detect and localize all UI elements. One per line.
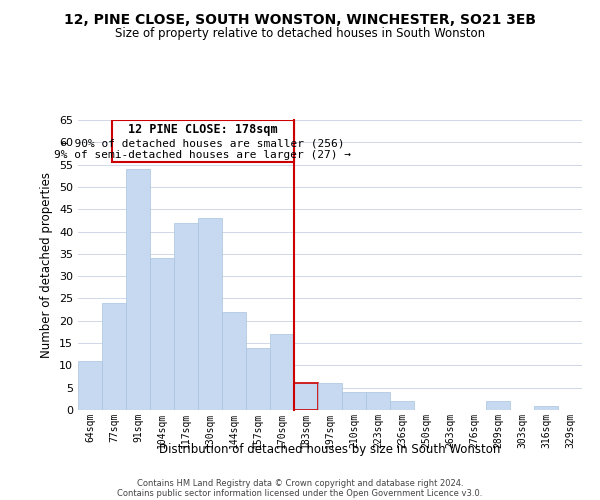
Bar bbox=[366, 392, 390, 410]
Bar bbox=[342, 392, 366, 410]
Bar bbox=[102, 303, 126, 410]
Bar bbox=[486, 401, 510, 410]
Bar bbox=[294, 383, 318, 410]
Bar bbox=[150, 258, 174, 410]
Text: Distribution of detached houses by size in South Wonston: Distribution of detached houses by size … bbox=[160, 444, 500, 456]
Text: 9% of semi-detached houses are larger (27) →: 9% of semi-detached houses are larger (2… bbox=[55, 150, 352, 160]
Bar bbox=[318, 383, 342, 410]
Bar bbox=[270, 334, 294, 410]
Text: 12 PINE CLOSE: 178sqm: 12 PINE CLOSE: 178sqm bbox=[128, 124, 278, 136]
Bar bbox=[198, 218, 222, 410]
Y-axis label: Number of detached properties: Number of detached properties bbox=[40, 172, 53, 358]
Bar bbox=[126, 169, 150, 410]
Bar bbox=[246, 348, 270, 410]
Bar bbox=[390, 401, 414, 410]
Bar bbox=[534, 406, 558, 410]
Bar bbox=[78, 361, 102, 410]
Text: Size of property relative to detached houses in South Wonston: Size of property relative to detached ho… bbox=[115, 28, 485, 40]
Bar bbox=[222, 312, 246, 410]
Text: Contains HM Land Registry data © Crown copyright and database right 2024.: Contains HM Land Registry data © Crown c… bbox=[137, 478, 463, 488]
Text: Contains public sector information licensed under the Open Government Licence v3: Contains public sector information licen… bbox=[118, 488, 482, 498]
Bar bbox=[174, 222, 198, 410]
Text: ← 90% of detached houses are smaller (256): ← 90% of detached houses are smaller (25… bbox=[61, 138, 344, 148]
Text: 12, PINE CLOSE, SOUTH WONSTON, WINCHESTER, SO21 3EB: 12, PINE CLOSE, SOUTH WONSTON, WINCHESTE… bbox=[64, 12, 536, 26]
Bar bbox=[112, 120, 294, 162]
